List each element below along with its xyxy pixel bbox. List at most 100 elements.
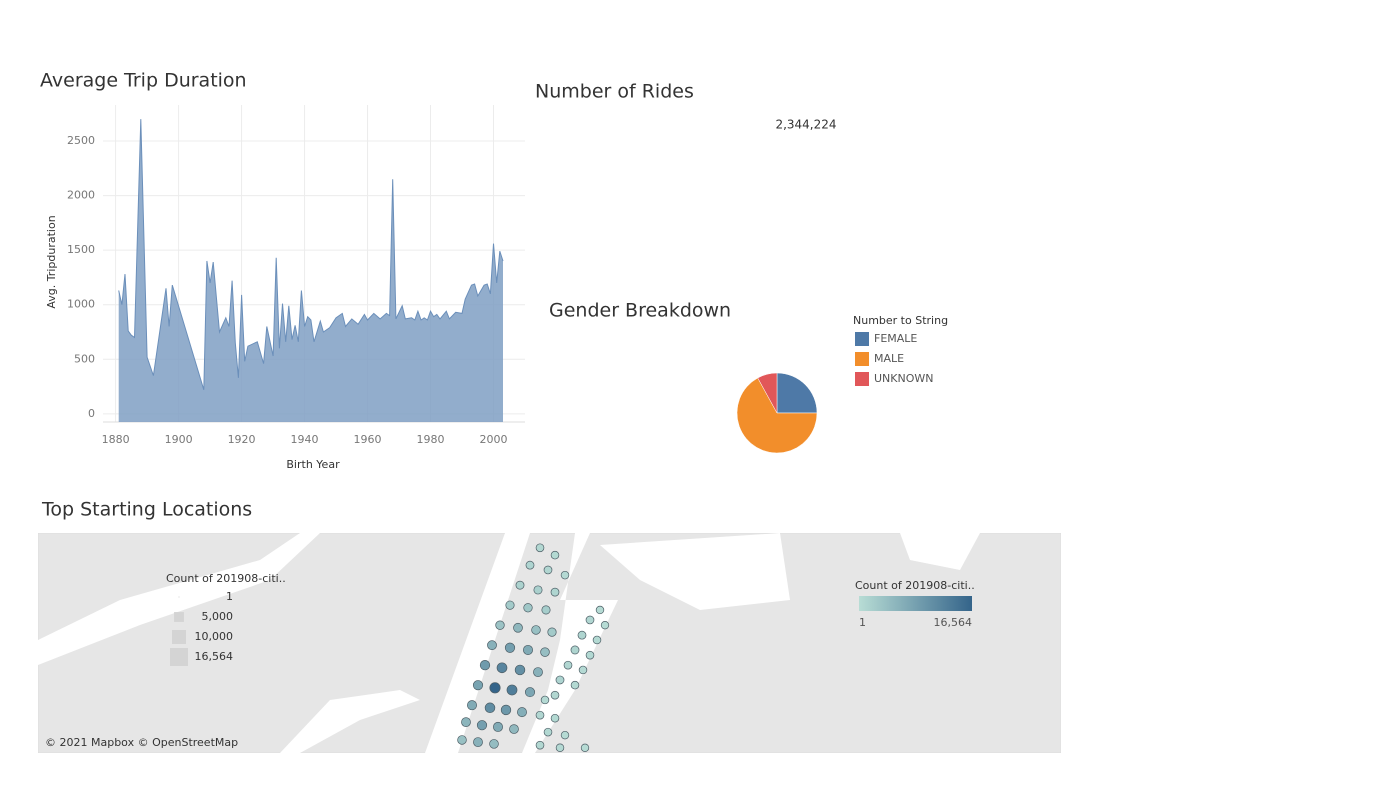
station	[563, 660, 573, 670]
station	[472, 680, 484, 691]
size-legend-swatch	[174, 612, 184, 622]
station	[493, 721, 503, 732]
pie-slice	[776, 372, 818, 414]
station	[585, 615, 595, 625]
station	[514, 664, 526, 676]
bay	[600, 533, 790, 610]
station	[487, 640, 497, 651]
station	[523, 603, 533, 613]
station	[535, 740, 545, 750]
river	[280, 690, 420, 753]
station	[543, 565, 553, 575]
y-tick-label: 500	[74, 352, 95, 365]
station	[560, 570, 570, 580]
station	[578, 665, 588, 675]
legend-label: MALE	[874, 352, 904, 365]
river	[900, 533, 980, 570]
chart-title: Average Trip Duration	[40, 70, 247, 92]
station	[541, 605, 551, 615]
chart-title: Number of Rides	[535, 81, 694, 103]
station	[547, 627, 557, 637]
kpi-value: 2,344,224	[775, 118, 836, 132]
river	[38, 533, 320, 665]
river	[425, 533, 530, 753]
station	[531, 625, 541, 635]
legend-label: UNKNOWN	[874, 372, 934, 385]
station	[570, 680, 580, 690]
station	[560, 730, 570, 740]
legend-swatch	[855, 352, 869, 366]
station	[550, 587, 560, 597]
x-tick-label: 1960	[354, 433, 382, 446]
station	[535, 543, 545, 553]
station	[533, 585, 543, 595]
y-tick-label: 2000	[67, 189, 95, 202]
station	[513, 622, 523, 633]
station	[540, 647, 550, 657]
station	[524, 687, 536, 698]
station	[540, 695, 550, 705]
station	[577, 630, 587, 640]
station	[509, 724, 519, 734]
station	[461, 717, 471, 728]
area	[118, 119, 503, 422]
station	[473, 737, 483, 748]
y-tick-label: 1000	[67, 298, 95, 311]
size-legend-label: 1	[226, 590, 233, 603]
size-legend-label: 5,000	[202, 610, 234, 623]
station	[592, 635, 602, 645]
legend-swatch	[855, 332, 869, 346]
legend-title: Number to String	[853, 314, 948, 327]
size-legend-label: 16,564	[195, 650, 234, 663]
map	[38, 533, 1061, 753]
x-tick-label: 1980	[417, 433, 445, 446]
station	[489, 739, 499, 749]
station	[506, 684, 518, 696]
station	[585, 650, 595, 660]
station	[467, 700, 477, 711]
station	[517, 707, 527, 718]
legend-title: Count of 201908-citi..	[166, 572, 286, 585]
station	[505, 600, 515, 610]
x-tick-label: 1940	[291, 433, 319, 446]
size-legend-swatch	[178, 596, 180, 598]
x-tick-label: 1900	[165, 433, 193, 446]
y-axis-label: Avg. Tripduration	[45, 215, 58, 308]
station	[543, 727, 553, 737]
pie-slice	[736, 377, 818, 454]
size-legend-label: 10,000	[195, 630, 234, 643]
station	[500, 704, 512, 716]
size-legend-swatch	[170, 648, 188, 666]
station	[555, 675, 565, 685]
x-tick-label: 1880	[102, 433, 130, 446]
color-legend-label: 16,564	[934, 616, 973, 629]
legend-title: Count of 201908-citi..	[855, 579, 975, 592]
station	[550, 713, 560, 723]
x-axis-label: Birth Year	[286, 458, 340, 471]
station	[550, 550, 560, 560]
station	[570, 645, 580, 655]
attribution: © 2021 Mapbox © OpenStreetMap	[45, 736, 238, 749]
station	[504, 642, 516, 653]
y-tick-label: 1500	[67, 243, 95, 256]
legend-swatch	[855, 372, 869, 386]
station	[595, 605, 605, 615]
station	[515, 580, 525, 590]
color-legend-ramp	[859, 596, 972, 611]
station	[476, 720, 488, 731]
station	[495, 620, 505, 630]
station	[457, 735, 467, 745]
chart-title: Gender Breakdown	[549, 300, 731, 322]
station	[600, 621, 610, 630]
size-legend-swatch	[172, 630, 186, 644]
station	[550, 690, 560, 700]
station	[533, 667, 543, 678]
station	[525, 560, 535, 570]
station	[496, 662, 508, 674]
chart-title: Top Starting Locations	[41, 499, 252, 521]
station	[484, 702, 496, 714]
y-tick-label: 2500	[67, 134, 95, 147]
pie-slice	[757, 372, 778, 414]
